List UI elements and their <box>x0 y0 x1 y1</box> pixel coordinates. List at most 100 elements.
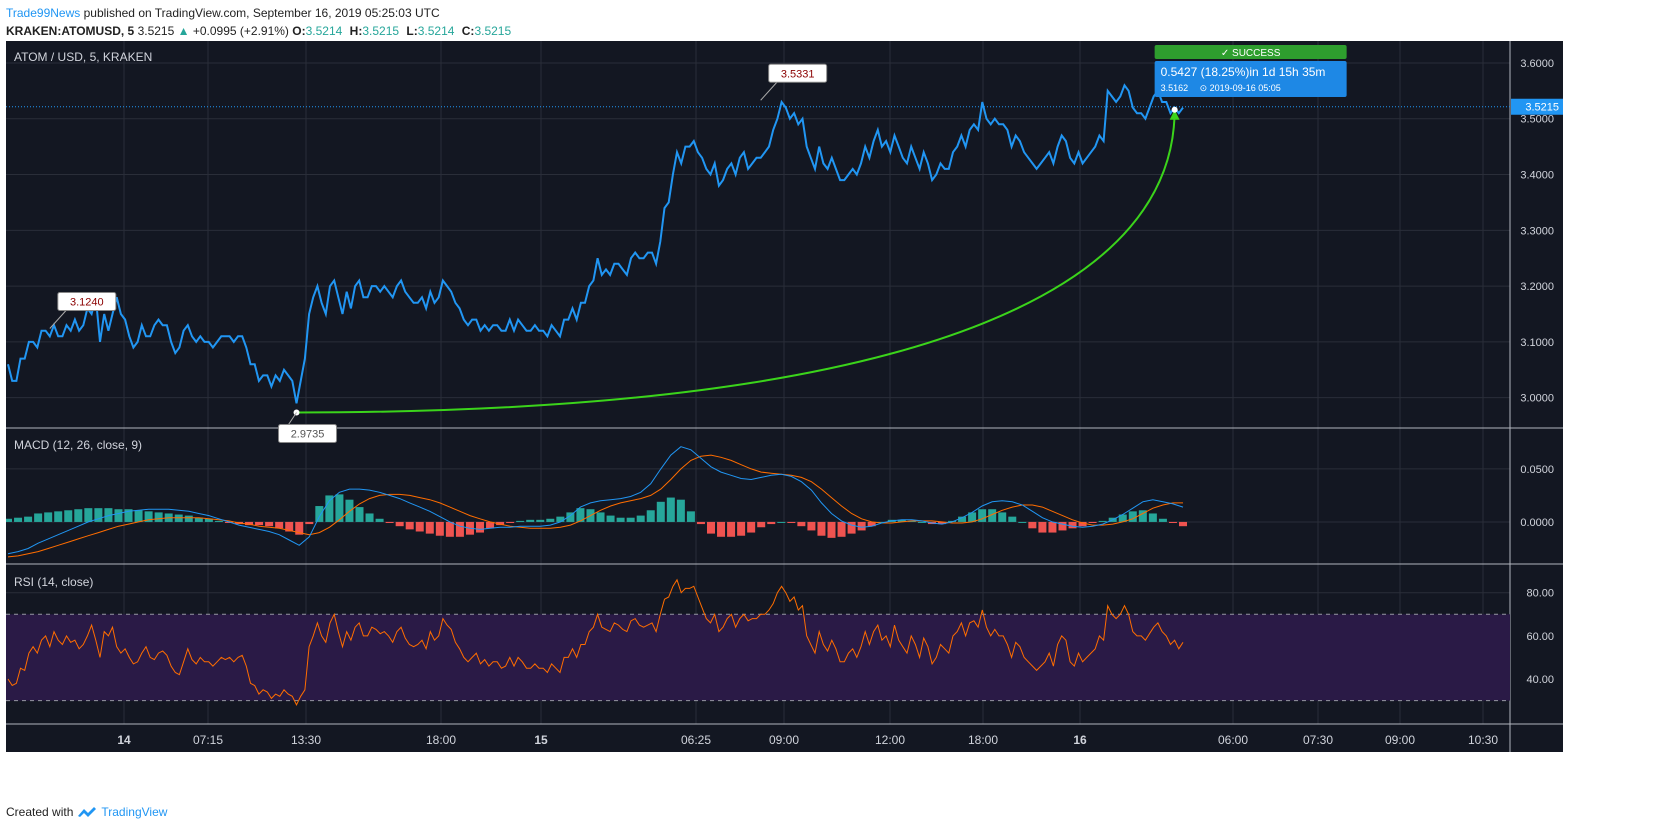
macd-histogram-bar <box>154 512 163 522</box>
annotation-label: 2.9735 <box>291 428 325 440</box>
y-tick-label: 0.0000 <box>1520 517 1554 529</box>
rsi-line <box>7 578 1184 707</box>
macd-histogram-bar <box>777 521 786 523</box>
symbol-label[interactable]: KRAKEN:ATOMUSD, 5 <box>6 24 135 38</box>
macd-histogram-bar <box>1148 513 1157 522</box>
macd-histogram-bar <box>6 518 12 522</box>
macd-histogram-bar <box>857 521 866 531</box>
author-link[interactable]: Trade99News <box>6 6 81 20</box>
chart-canvas[interactable]: ✓ SUCCESS 0.5427 (18.25%)in 1d 15h 35m 3.5… <box>6 41 1563 752</box>
up-arrow-icon: ▲ <box>177 24 190 38</box>
projection-end-time: ⊙ 2019-09-16 05:05 <box>1200 83 1281 93</box>
time-tick-label: 06:00 <box>1218 733 1248 747</box>
close-value: 3.5215 <box>474 24 512 38</box>
macd-histogram-bar <box>365 513 374 522</box>
low-value: 3.5214 <box>417 24 455 38</box>
chart-header: Trade99News published on TradingView.com… <box>6 4 1646 40</box>
symbol-line: KRAKEN:ATOMUSD, 5 3.5215 ▲ +0.0995 (+2.9… <box>6 22 1646 40</box>
macd-histogram-bar <box>275 521 284 529</box>
macd-histogram-bar <box>114 509 123 522</box>
macd-histogram-bar <box>526 519 535 522</box>
macd-histogram-bar <box>978 509 987 522</box>
macd-histogram-bar <box>224 521 233 524</box>
macd-histogram-bar <box>445 521 454 537</box>
macd-histogram-bar <box>998 512 1007 522</box>
macd-histogram-bar <box>194 517 203 522</box>
rsi-pane-title: RSI (14, close) <box>14 575 93 589</box>
macd-histogram-bar <box>1068 521 1077 529</box>
macd-histogram-bar <box>375 518 384 522</box>
macd-histogram-bar <box>486 521 495 529</box>
macd-histogram-bar <box>737 521 746 536</box>
macd-signal-line <box>7 454 1183 558</box>
macd-histogram-bar <box>958 516 967 522</box>
footer: Created with TradingView <box>6 802 167 822</box>
time-tick-label: 13:30 <box>291 733 321 747</box>
macd-histogram-bar <box>496 521 505 526</box>
macd-histogram-bar <box>727 521 736 537</box>
pane-separators <box>6 41 1563 752</box>
price-change: +0.0995 (+2.91%) <box>192 24 289 38</box>
macd-histogram-bar <box>536 519 545 522</box>
projection-summary: 0.5427 (18.25%)in 1d 15h 35m <box>1161 65 1326 79</box>
open-label: O: <box>292 24 306 38</box>
macd-histogram-bar <box>968 512 977 522</box>
y-tick-label: 0.0500 <box>1520 464 1554 476</box>
macd-histogram-bar <box>435 521 444 536</box>
macd-line <box>7 446 1184 555</box>
macd-histogram-bar <box>1048 521 1057 533</box>
last-price: 3.5215 <box>137 24 175 38</box>
y-tick-label: 3.4000 <box>1520 170 1554 182</box>
macd-histogram-bar <box>355 507 364 522</box>
macd-histogram-bar <box>24 516 33 522</box>
projection-end-price: 3.5162 <box>1161 83 1189 93</box>
tradingview-link[interactable]: TradingView <box>101 805 168 819</box>
time-tick-label: 09:00 <box>769 733 799 747</box>
macd-histogram-bar <box>144 511 153 522</box>
macd-histogram-bar <box>425 521 434 534</box>
rsi-band <box>6 614 1510 701</box>
annotation-leader-line <box>760 79 780 101</box>
macd-histogram-bar <box>104 508 113 522</box>
y-tick-label: 3.2000 <box>1520 281 1554 293</box>
y-tick-label: 3.3000 <box>1520 225 1554 237</box>
time-tick-label: 18:00 <box>426 733 456 747</box>
macd-histogram-bar <box>1018 521 1027 523</box>
time-tick-label: 18:00 <box>968 733 998 747</box>
macd-histogram-bar <box>204 518 213 522</box>
time-tick-label: 07:15 <box>193 733 223 747</box>
macd-histogram-bar <box>455 521 464 537</box>
macd-histogram-bar <box>847 521 856 534</box>
macd-histogram-bar <box>676 499 685 522</box>
macd-histogram-bar <box>1098 520 1107 522</box>
macd-histogram-bar <box>405 521 414 530</box>
tradingview-logo-icon <box>78 807 97 817</box>
macd-histogram-bar <box>837 521 846 537</box>
success-banner <box>1154 45 1347 59</box>
macd-histogram-bar <box>917 521 926 523</box>
macd-histogram-bar <box>546 518 555 522</box>
current-price-tag <box>1511 98 1563 115</box>
macd-histogram-bar <box>596 512 605 522</box>
macd-histogram-bar <box>415 521 424 532</box>
macd-histogram-bar <box>285 521 294 532</box>
macd-histogram-bar <box>1058 521 1067 531</box>
macd-histogram-bar <box>616 517 625 522</box>
time-tick-label: 06:25 <box>681 733 711 747</box>
annotation-leader-line <box>288 412 297 425</box>
y-tick-label: 40.00 <box>1526 674 1554 686</box>
macd-histogram-bar <box>74 509 83 522</box>
macd-histogram-bar <box>516 520 525 522</box>
macd-histogram-bar <box>897 519 906 522</box>
macd-histogram-bar <box>797 521 806 527</box>
macd-histogram-bar <box>255 521 264 526</box>
y-tick-label: 3.5000 <box>1520 114 1554 126</box>
macd-histogram-bar <box>1008 516 1017 522</box>
time-tick-label: 07:30 <box>1303 733 1333 747</box>
macd-histogram-bar <box>1128 511 1137 522</box>
macd-histogram-bar <box>576 508 585 522</box>
macd-histogram-bar <box>385 521 394 524</box>
y-tick-label: 60.00 <box>1526 631 1554 643</box>
created-with-label: Created with <box>6 805 74 819</box>
projection-curve <box>296 109 1176 414</box>
